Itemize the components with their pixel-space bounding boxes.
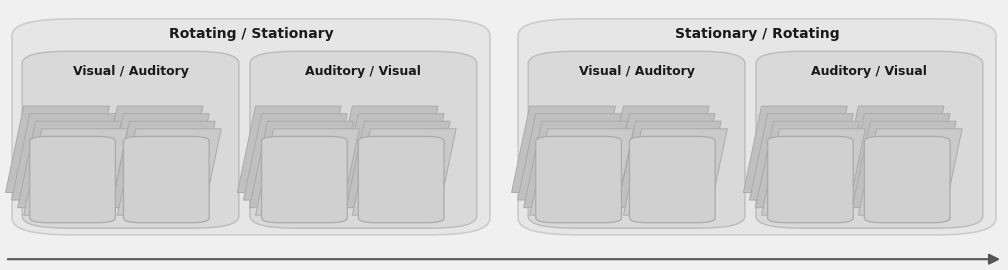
Text: Auditory / Visual: Auditory / Visual — [811, 65, 927, 78]
FancyBboxPatch shape — [12, 19, 490, 235]
Polygon shape — [852, 121, 956, 208]
Polygon shape — [611, 114, 716, 200]
Polygon shape — [341, 114, 444, 200]
FancyBboxPatch shape — [536, 136, 621, 223]
Polygon shape — [524, 121, 627, 208]
Text: Auditory / Visual: Auditory / Visual — [305, 65, 421, 78]
Polygon shape — [5, 106, 109, 193]
Polygon shape — [249, 121, 353, 208]
Polygon shape — [858, 129, 962, 215]
Polygon shape — [511, 106, 615, 193]
Polygon shape — [17, 121, 121, 208]
Polygon shape — [11, 114, 115, 200]
Polygon shape — [353, 129, 456, 215]
Polygon shape — [750, 114, 853, 200]
Polygon shape — [238, 106, 341, 193]
Text: Maze 8: Maze 8 — [882, 192, 932, 205]
Polygon shape — [111, 121, 216, 208]
FancyBboxPatch shape — [29, 136, 115, 223]
FancyBboxPatch shape — [629, 136, 716, 223]
Polygon shape — [518, 114, 621, 200]
Polygon shape — [623, 129, 728, 215]
FancyBboxPatch shape — [250, 51, 477, 228]
Polygon shape — [605, 106, 710, 193]
Text: Maze 1: Maze 1 — [47, 192, 98, 205]
Polygon shape — [347, 121, 450, 208]
Polygon shape — [256, 129, 359, 215]
Text: Visual / Auditory: Visual / Auditory — [579, 65, 695, 78]
FancyBboxPatch shape — [22, 51, 239, 228]
Polygon shape — [243, 114, 347, 200]
FancyBboxPatch shape — [528, 51, 745, 228]
FancyBboxPatch shape — [359, 136, 445, 223]
Text: Rotating / Stationary: Rotating / Stationary — [168, 27, 334, 41]
FancyBboxPatch shape — [864, 136, 950, 223]
Polygon shape — [335, 106, 437, 193]
Polygon shape — [23, 129, 127, 215]
Text: Maze 2: Maze 2 — [141, 192, 192, 205]
Text: Maze 4: Maze 4 — [376, 192, 426, 205]
FancyBboxPatch shape — [768, 136, 853, 223]
Polygon shape — [117, 129, 222, 215]
FancyBboxPatch shape — [518, 19, 996, 235]
Text: Visual / Auditory: Visual / Auditory — [73, 65, 188, 78]
Text: Stationary / Rotating: Stationary / Rotating — [674, 27, 840, 41]
Polygon shape — [744, 106, 847, 193]
Polygon shape — [762, 129, 865, 215]
FancyBboxPatch shape — [262, 136, 347, 223]
Polygon shape — [617, 121, 722, 208]
Polygon shape — [846, 114, 950, 200]
FancyBboxPatch shape — [123, 136, 210, 223]
FancyBboxPatch shape — [756, 51, 983, 228]
Polygon shape — [530, 129, 633, 215]
Polygon shape — [756, 121, 859, 208]
Polygon shape — [840, 106, 943, 193]
Polygon shape — [99, 106, 204, 193]
Text: Maze 3: Maze 3 — [279, 192, 330, 205]
Polygon shape — [105, 114, 210, 200]
Text: Maze 7: Maze 7 — [785, 192, 836, 205]
Text: Maze 5: Maze 5 — [553, 192, 604, 205]
Text: Maze 6: Maze 6 — [647, 192, 698, 205]
